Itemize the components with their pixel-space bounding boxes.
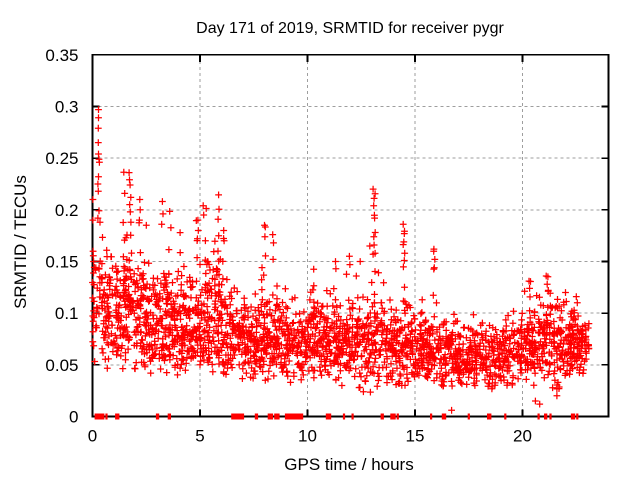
y-tick-label: 0.05 bbox=[45, 356, 78, 375]
x-tick-label: 5 bbox=[195, 427, 204, 446]
baseline-markers bbox=[94, 413, 579, 420]
x-axis-label: GPS time / hours bbox=[284, 455, 413, 474]
x-tick-label: 0 bbox=[88, 427, 97, 446]
x-tick-label: 20 bbox=[513, 427, 532, 446]
tick-labels: 0 5 10 15 20 0 0.05 0.1 0.15 0.2 0.25 0.3 0.35 bbox=[45, 46, 532, 446]
y-tick-label: 0.15 bbox=[45, 252, 78, 271]
plot-border bbox=[91, 53, 610, 418]
y-tick-label: 0.35 bbox=[45, 46, 78, 65]
y-tick-label: 0.25 bbox=[45, 149, 78, 168]
data-points bbox=[89, 106, 593, 414]
x-tick-label: 10 bbox=[298, 427, 317, 446]
y-tick-label: 0.2 bbox=[55, 201, 79, 220]
y-tick-label: 0.3 bbox=[55, 97, 79, 116]
y-tick-label: 0 bbox=[69, 408, 78, 427]
x-tick-label: 15 bbox=[406, 427, 425, 446]
y-axis-label: SRMTID / TECUs bbox=[11, 175, 30, 309]
chart-title: Day 171 of 2019, SRMTID for receiver pyg… bbox=[196, 20, 504, 37]
y-tick-label: 0.1 bbox=[55, 304, 79, 323]
